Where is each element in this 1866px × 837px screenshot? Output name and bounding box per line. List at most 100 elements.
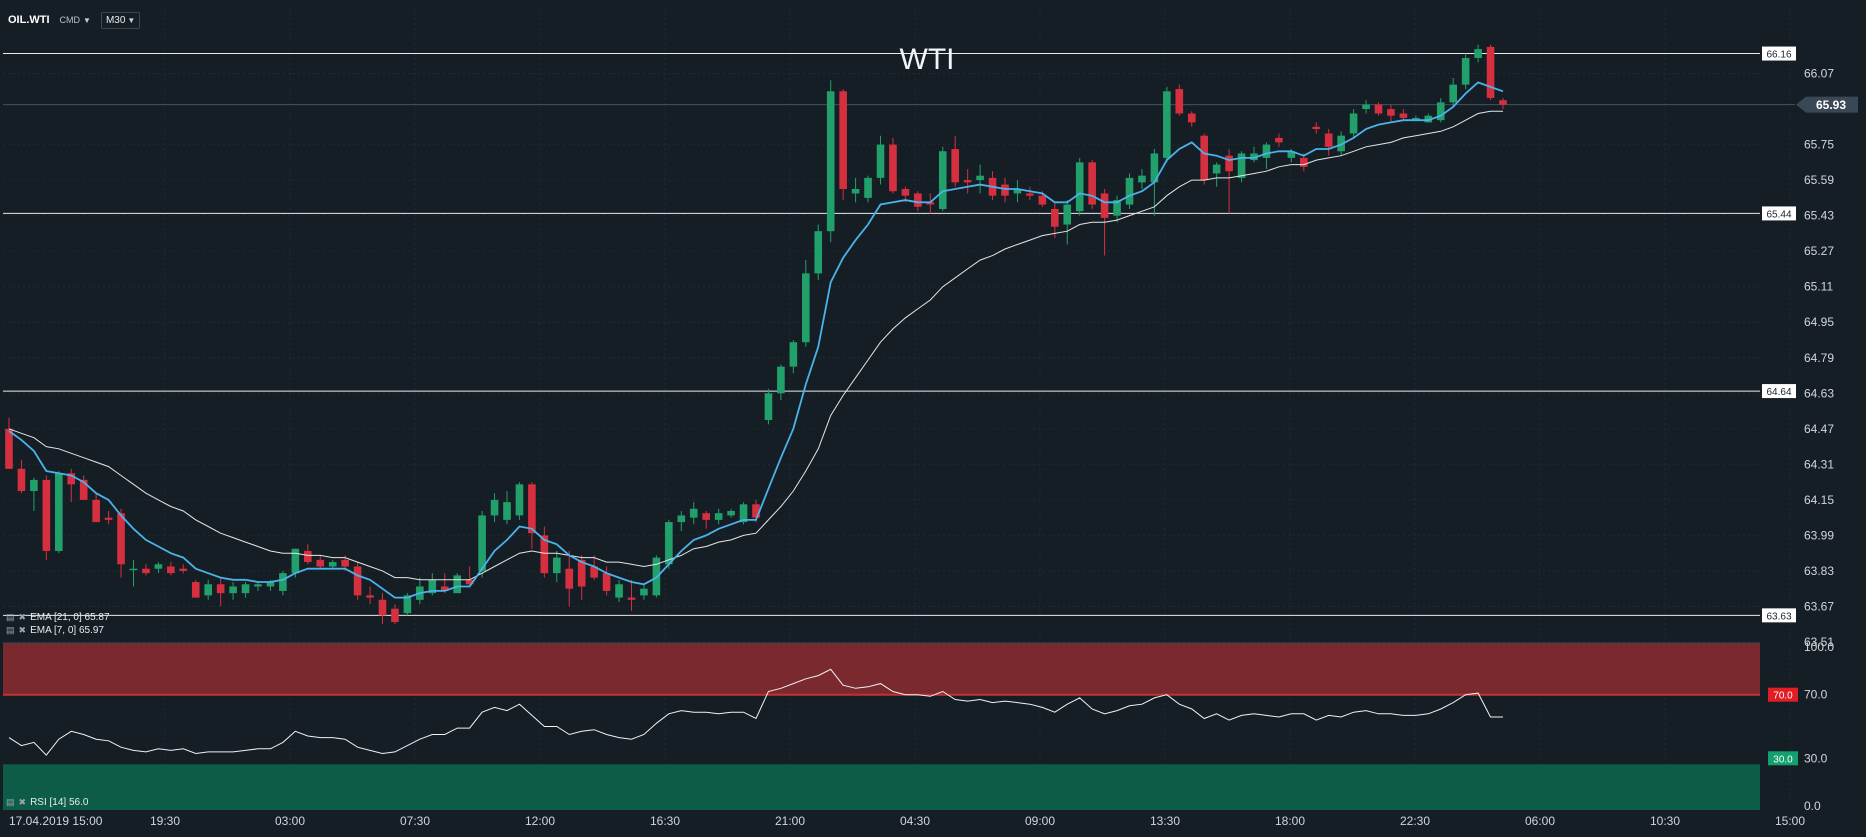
candle-body: [391, 608, 399, 623]
candle-body: [1300, 157, 1308, 167]
candle-body: [478, 515, 486, 571]
candle-body: [366, 595, 374, 598]
candle-body: [1163, 91, 1171, 158]
candle-body: [640, 588, 648, 596]
candle-body: [241, 584, 250, 594]
close-icon[interactable]: ✖: [18, 612, 27, 622]
candlestick-series: [5, 44, 1507, 625]
candle-body: [1499, 100, 1507, 105]
candle-body: [814, 231, 823, 274]
ema7-legend[interactable]: ▤ ✖ EMA [7, 0] 65.97: [6, 625, 104, 636]
y-tick-label: 64.31: [1804, 457, 1834, 471]
candle-body: [216, 584, 225, 594]
candle-body: [1200, 135, 1208, 181]
candle-body: [428, 579, 437, 594]
x-tick-label: 12:00: [525, 814, 555, 828]
candle-body: [304, 550, 312, 563]
candle-body: [577, 559, 586, 587]
x-tick-label: 06:00: [1525, 814, 1555, 828]
candle-body: [590, 566, 598, 578]
candle-body: [901, 189, 910, 196]
settings-icon[interactable]: ▤: [6, 612, 15, 622]
candle-body: [353, 566, 362, 596]
candle-body: [179, 568, 188, 571]
rsi-legend[interactable]: ▤ ✖ RSI [14] 56.0: [6, 797, 88, 808]
candle-body: [1038, 195, 1047, 205]
candle-body: [30, 479, 38, 491]
close-icon[interactable]: ✖: [18, 625, 27, 635]
level-tag-label: 63.63: [1766, 611, 1791, 622]
x-tick-label: 07:30: [400, 814, 430, 828]
level-tag-bg: [1762, 384, 1796, 399]
candle-body: [142, 568, 150, 574]
axes: 66.07 65.75 65.59 65.43 65.27 65.11 64.95 64.79…: [9, 67, 1834, 828]
y-tick-label: 63.51: [1804, 635, 1834, 649]
candle-body: [316, 559, 325, 567]
candle-body: [42, 479, 51, 551]
candle-body: [1374, 104, 1383, 114]
candle-body: [789, 342, 798, 367]
candle-body: [1387, 109, 1395, 116]
candle-body: [602, 573, 611, 591]
y-tick-label: 65.27: [1804, 244, 1834, 258]
current-price-tag: [1796, 96, 1858, 113]
y-tick-label: 65.75: [1804, 138, 1834, 152]
rsi-level-label: 30.0: [1773, 754, 1793, 765]
chevron-down-icon: ▼: [83, 15, 91, 25]
y-tick-label: 63.83: [1804, 564, 1834, 578]
y-tick-label: 64.63: [1804, 386, 1834, 400]
candle-body: [1051, 208, 1059, 227]
symbol-label[interactable]: OIL.WTI: [8, 14, 50, 26]
settings-icon[interactable]: ▤: [6, 797, 15, 807]
x-tick-label: 19:30: [150, 814, 180, 828]
ema21-line: [8, 110, 1503, 581]
candle-body: [739, 504, 748, 523]
candle-body: [117, 513, 125, 565]
y-tick-label: 64.95: [1804, 315, 1834, 329]
ema21-legend[interactable]: ▤ ✖ EMA [21, 0] 65.87: [6, 612, 110, 623]
candle-body: [154, 564, 163, 569]
candle-body: [1474, 49, 1482, 58]
candle-body: [1250, 153, 1258, 161]
horizontal-levels[interactable]: 66.16 65.44 64.64 63.63 65.93: [3, 46, 1858, 623]
rsi-level-label: 70.0: [1773, 691, 1793, 702]
candle-body: [851, 189, 860, 194]
candle-body: [453, 575, 461, 594]
candle-body: [266, 582, 275, 587]
candle-body: [1237, 153, 1246, 178]
candle-body: [528, 484, 536, 534]
candle-body: [1349, 113, 1358, 134]
rsi-line: [8, 668, 1503, 756]
candle-body: [378, 599, 387, 616]
x-tick-label: 15:00: [1775, 814, 1805, 828]
candle-body: [1125, 177, 1134, 205]
candle-body: [689, 508, 698, 518]
candle-body: [191, 582, 200, 598]
candle-body: [938, 151, 947, 209]
candle-body: [963, 180, 972, 183]
timeframe-selector[interactable]: M30 ▼: [100, 11, 141, 29]
candle-body: [889, 144, 897, 192]
close-icon[interactable]: ✖: [18, 797, 27, 807]
candle-body: [1138, 175, 1146, 183]
y-tick-label: 66.07: [1804, 67, 1834, 81]
candle-body: [1175, 89, 1184, 114]
settings-icon[interactable]: ▤: [6, 625, 15, 635]
candle-body: [104, 517, 113, 520]
candle-body: [129, 568, 138, 571]
market-selector[interactable]: CMD ▼: [56, 13, 95, 27]
candle-body: [1113, 200, 1121, 216]
candle-body: [5, 428, 13, 469]
candle-body: [1075, 162, 1084, 212]
x-tick-label: 16:30: [650, 814, 680, 828]
candle-body: [1275, 137, 1283, 143]
level-tag-bg: [1762, 206, 1796, 221]
candle-body: [17, 468, 26, 491]
level-tag-label: 66.16: [1766, 50, 1791, 61]
candle-body: [1150, 153, 1159, 183]
candle-body: [204, 584, 212, 596]
candle-body: [714, 513, 723, 520]
candle-body: [627, 597, 636, 600]
rsi-series-line: [8, 668, 1503, 756]
